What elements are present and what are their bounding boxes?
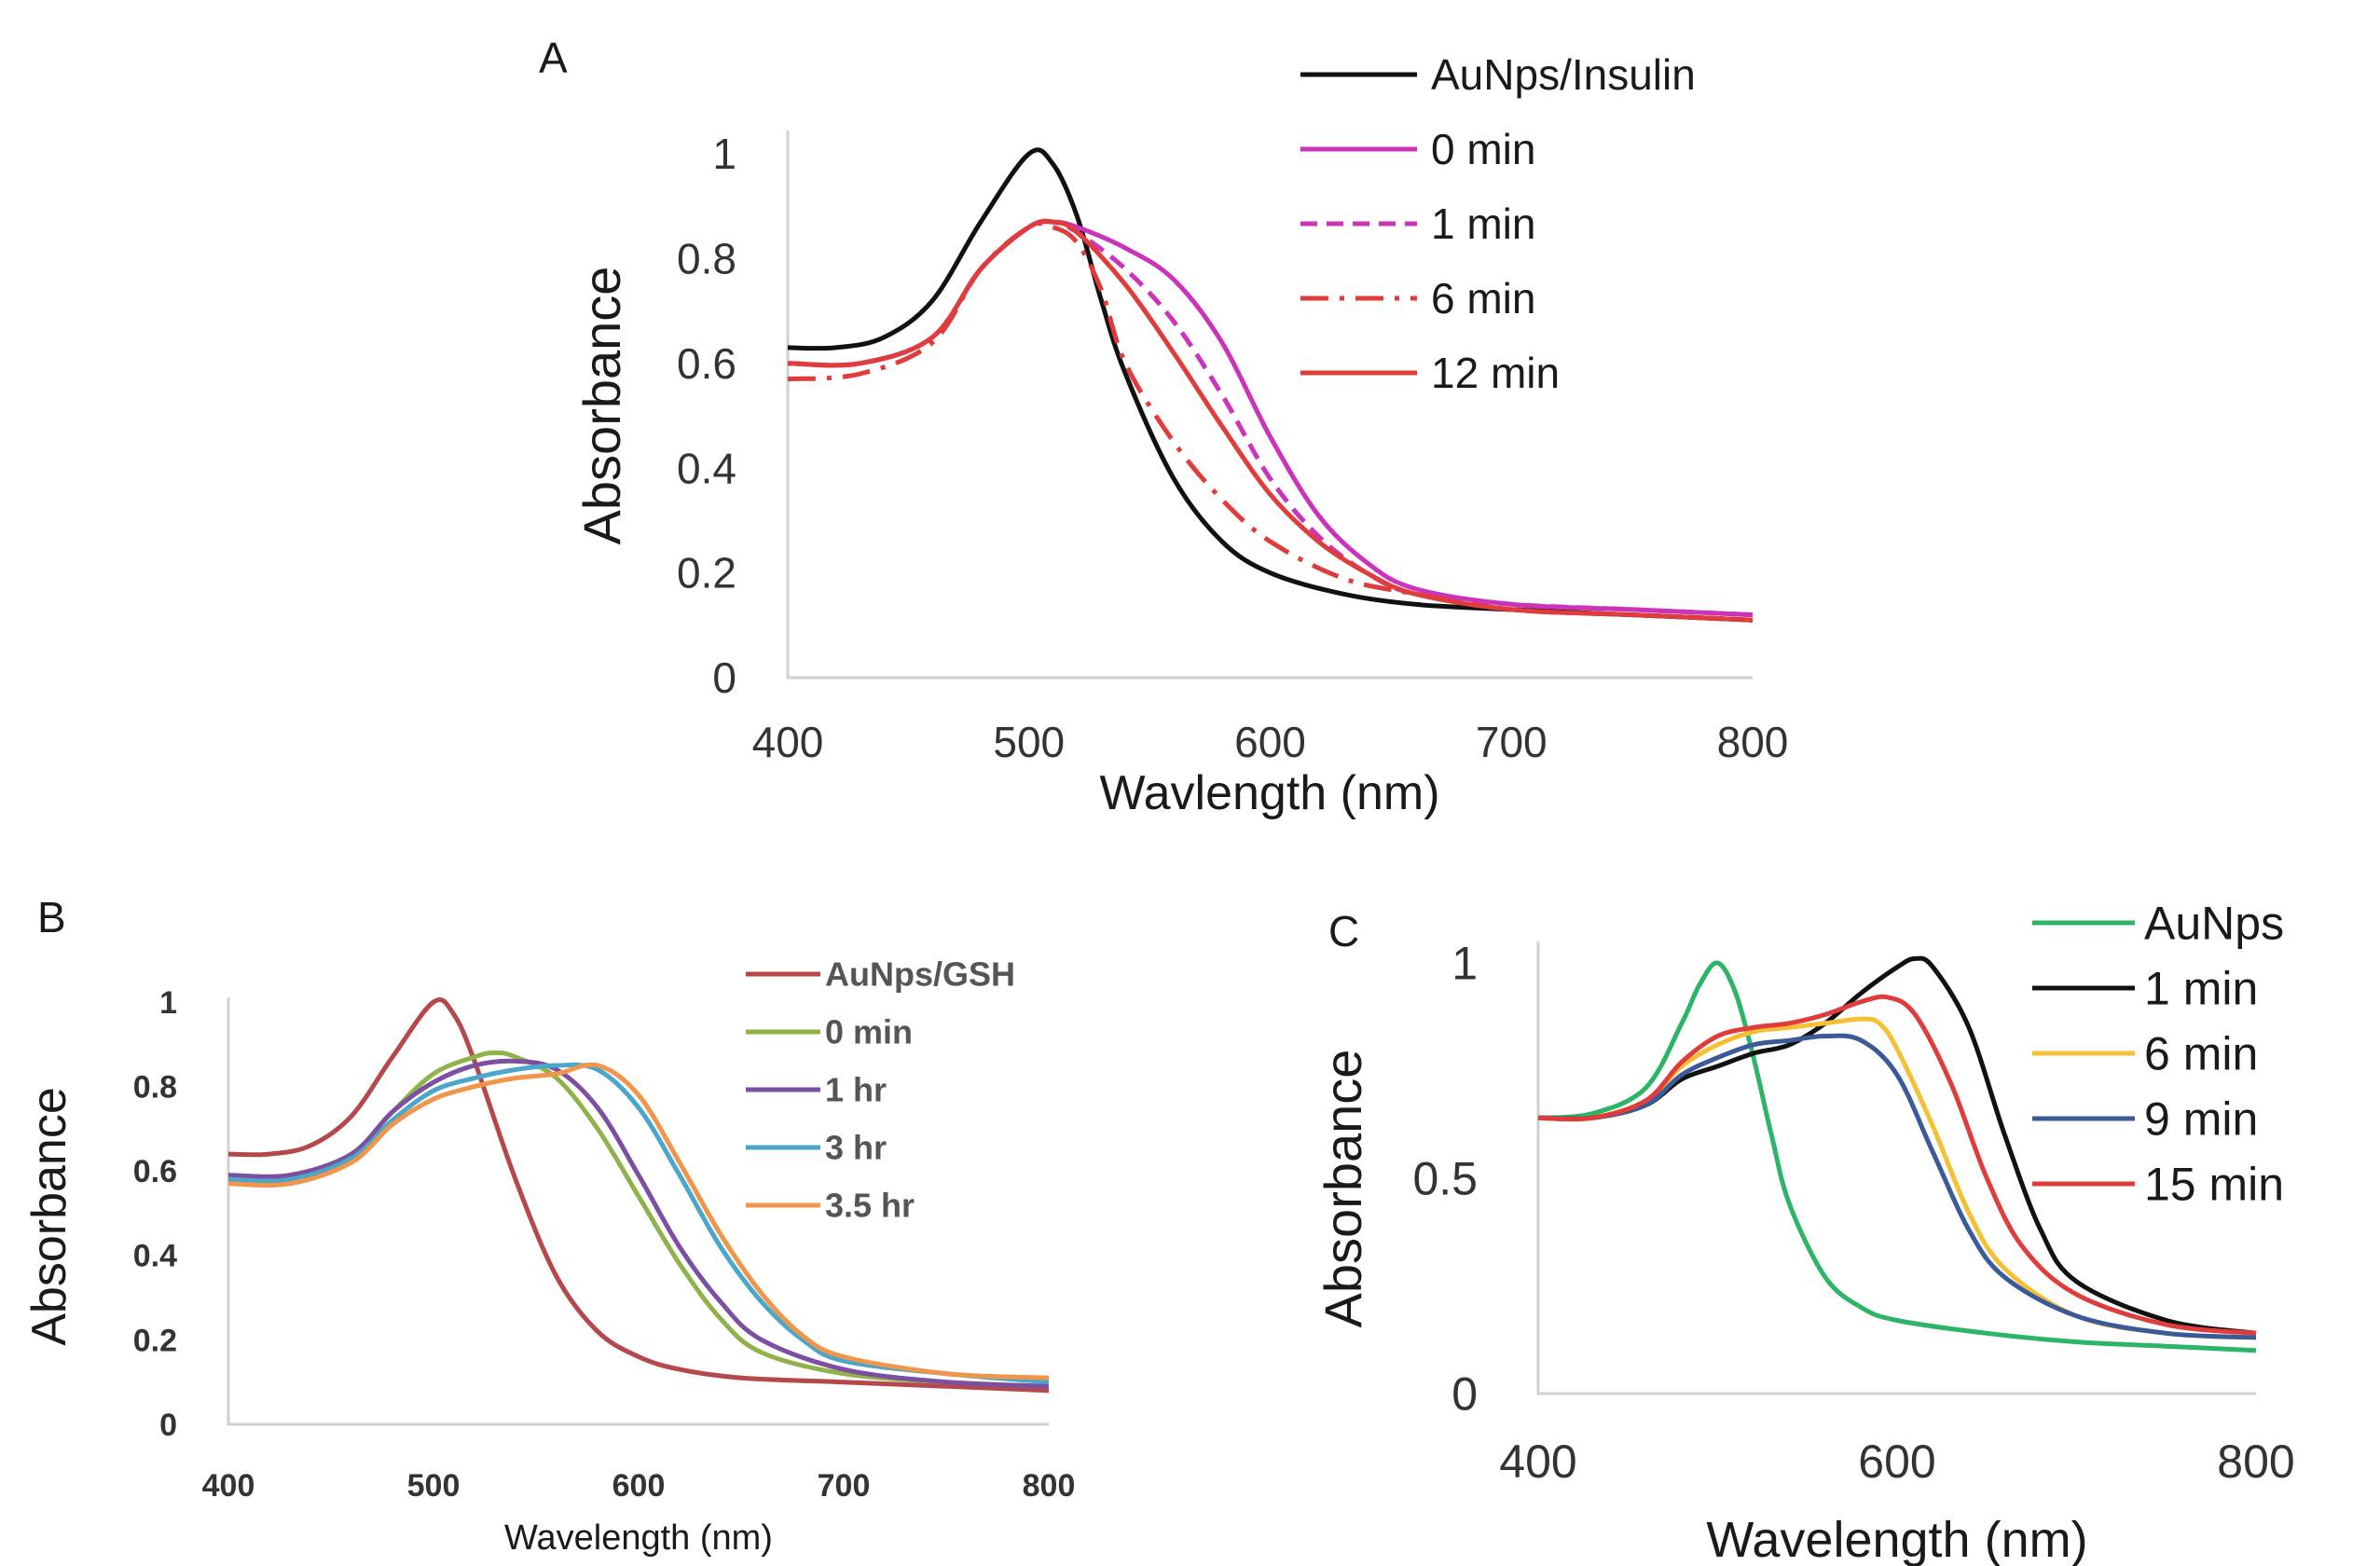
series-line-15-min (1537, 994, 2257, 1336)
y-tick-label: 0.2 (677, 549, 736, 598)
x-tick-label: 800 (2217, 1436, 2294, 1488)
panel-a-letter: A (539, 34, 568, 82)
panel-b: B 400 500 600 700 800 0 0.2 0.4 0.6 0.8 1 Wavelen… (22, 893, 1075, 1558)
y-tick-label: 1 (159, 985, 177, 1021)
panel-a-xlabel: Wavlength (nm) (1099, 766, 1439, 820)
legend-label: 6 min (2144, 1028, 2258, 1080)
panel-c-ylabel: Absorbance (1314, 1050, 1372, 1328)
series-line-aunps (1537, 960, 2257, 1353)
series-line-9-min (1537, 1033, 2257, 1340)
series-line-3-hr (227, 1062, 1050, 1385)
panel-a-axes (786, 130, 1753, 680)
y-tick-label: 1 (712, 130, 736, 178)
legend-label: AuNps/GSH (825, 955, 1015, 994)
legend-label: 1 min (2144, 963, 2258, 1015)
legend-label: AuNps (2144, 898, 2284, 950)
legend-label: AuNps/Insulin (1431, 50, 1696, 99)
x-tick-label: 600 (612, 1468, 666, 1504)
legend-label: 12 min (1431, 349, 1560, 397)
panel-b-axes (227, 997, 1049, 1426)
x-tick-label: 600 (1858, 1436, 1935, 1488)
x-tick-label: 800 (1023, 1468, 1076, 1504)
legend-label: 9 min (2144, 1093, 2258, 1146)
x-tick-label: 700 (818, 1468, 871, 1504)
y-tick-label: 0.8 (133, 1070, 177, 1106)
panel-a: A 400 500 600 700 800 0 0.2 0.4 0.6 0.8 1 Wavleng… (539, 34, 1788, 820)
legend-label: 15 min (2144, 1159, 2284, 1211)
panel-c-axes (1536, 941, 2256, 1395)
panel-b-letter: B (37, 893, 66, 941)
series-line-12-min (787, 218, 1754, 623)
x-tick-label: 400 (1499, 1436, 1576, 1488)
legend-label: 0 min (825, 1013, 913, 1051)
x-tick-label: 800 (1717, 718, 1789, 766)
x-tick-label: 400 (202, 1468, 255, 1504)
y-tick-label: 0.6 (133, 1154, 177, 1189)
y-tick-label: 0.4 (133, 1239, 177, 1274)
y-tick-label: 0.4 (677, 444, 736, 492)
legend-label: 1 min (1431, 199, 1535, 248)
y-tick-label: 0.2 (133, 1323, 177, 1358)
panel-b-xlabel: Wavelength (nm) (504, 1518, 773, 1558)
x-tick-label: 500 (407, 1468, 461, 1504)
legend-label: 0 min (1431, 125, 1535, 173)
y-tick-label: 0.6 (677, 339, 736, 388)
panel-b-ylabel: Absorbance (22, 1087, 76, 1346)
series-line-0-min (787, 219, 1754, 618)
panel-a-ylabel: Absorbance (572, 267, 631, 545)
y-tick-label: 0 (159, 1408, 177, 1443)
legend-label: 6 min (1431, 274, 1535, 323)
x-tick-label: 700 (1476, 718, 1548, 766)
y-tick-label: 1 (1451, 938, 1478, 990)
x-tick-label: 600 (1234, 718, 1306, 766)
series-line-0-min (227, 1050, 1050, 1389)
series-line-1-min (1537, 955, 2257, 1336)
y-tick-label: 0.8 (677, 235, 736, 283)
y-tick-label: 0 (712, 653, 736, 702)
legend-label: 1 hr (825, 1071, 887, 1109)
x-tick-label: 500 (993, 718, 1065, 766)
series-line-1-min (787, 218, 1754, 618)
legend-label: 3 hr (825, 1129, 887, 1167)
series-line-3-5-hr (227, 1062, 1050, 1381)
x-tick-label: 400 (752, 718, 824, 766)
series-line-aunps-insulin (787, 147, 1754, 623)
legend-label: 3.5 hr (825, 1187, 915, 1225)
y-tick-label: 0.5 (1412, 1153, 1478, 1205)
series-line-6-min (787, 221, 1754, 623)
panel-c: C 400 600 800 0 0.5 1 Wavelength (nm) Absorb… (1314, 898, 2295, 1566)
y-tick-label: 0 (1451, 1368, 1478, 1421)
series-line-1-hr (227, 1058, 1050, 1389)
series-line-aunps-gsh (227, 997, 1050, 1394)
panel-c-letter: C (1328, 907, 1359, 955)
panel-c-xlabel: Wavelength (nm) (1706, 1512, 2087, 1566)
